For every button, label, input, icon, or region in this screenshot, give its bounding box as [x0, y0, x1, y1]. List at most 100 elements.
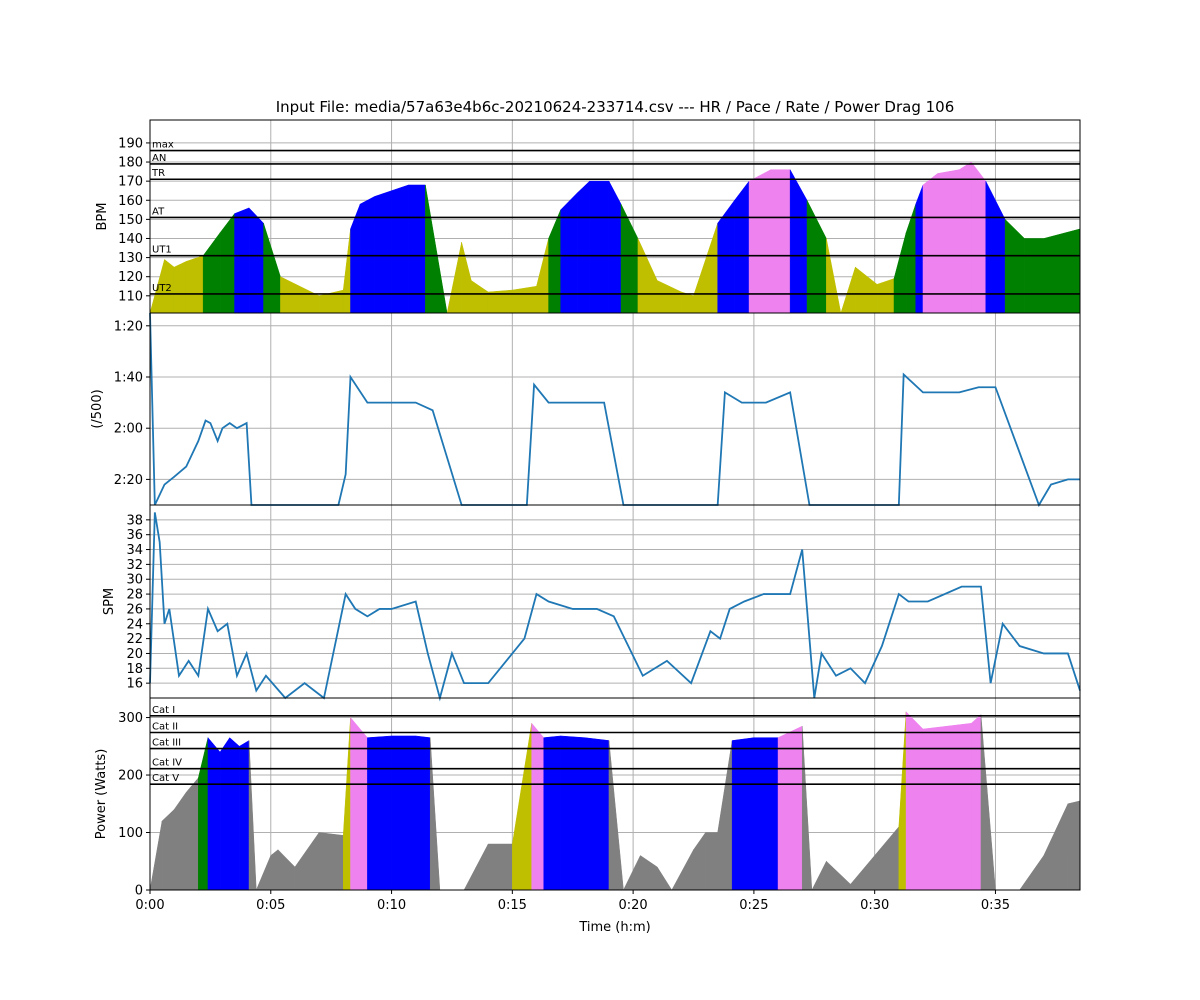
hr-segment — [937, 169, 960, 314]
power-segment — [161, 808, 175, 891]
hr-segment — [548, 209, 561, 314]
hr-tick-label: 160 — [118, 194, 143, 209]
power-segment — [731, 737, 755, 891]
hr-segment — [620, 203, 639, 314]
power-zone-label: Cat II — [152, 721, 178, 732]
hr-segment — [219, 212, 235, 314]
power-segment — [173, 791, 187, 891]
power-segment — [207, 736, 221, 891]
power-segment — [560, 735, 586, 891]
power-segment — [198, 737, 209, 891]
hr-segment — [971, 161, 987, 314]
power-segment — [229, 737, 240, 891]
hr-area — [149, 161, 1081, 314]
power-segment — [971, 714, 982, 891]
hr-segment — [905, 203, 916, 314]
power-segment — [294, 831, 320, 891]
power-segment — [350, 716, 368, 891]
hr-segment — [876, 278, 895, 314]
pace-tick-label: 2:20 — [114, 473, 143, 488]
spm-tick-label: 32 — [126, 558, 143, 573]
spm-tick-label: 38 — [126, 513, 143, 528]
spm-line — [149, 512, 1081, 702]
x-tick-label: 0:20 — [619, 898, 648, 913]
spm-tick-label: 16 — [126, 677, 143, 692]
hr-tick-label: 150 — [118, 213, 143, 228]
hr-segment — [693, 223, 718, 314]
power-segment — [463, 866, 477, 891]
power-tick-label: 0 — [135, 884, 143, 899]
pace-tick-label: 1:20 — [114, 319, 143, 334]
power-segment — [850, 854, 875, 891]
panel-frame — [149, 697, 1081, 891]
hr-segment — [461, 242, 472, 314]
power-tick-label: 200 — [118, 769, 143, 784]
power-segment — [640, 855, 658, 891]
x-tick-label: 0:05 — [256, 898, 285, 913]
hr-segment — [248, 207, 264, 314]
hr-segment — [657, 280, 682, 314]
x-tick-label: 0:35 — [981, 898, 1010, 913]
hr-segment — [185, 255, 204, 314]
hr-segment — [1024, 238, 1045, 314]
power-segment — [623, 855, 641, 891]
hr-tick-label: 190 — [118, 136, 143, 151]
power-segment — [487, 843, 513, 891]
x-tick-label: 0:25 — [739, 898, 768, 913]
spm-tick-label: 22 — [126, 632, 143, 647]
power-segment — [475, 843, 489, 891]
pace-line — [149, 312, 1080, 508]
hr-zone-label: UT2 — [152, 283, 172, 294]
hr-segment — [536, 238, 549, 314]
hr-segment — [1004, 218, 1025, 314]
hr-segment — [202, 231, 221, 314]
power-segment — [391, 735, 416, 891]
power-axis-label: Power (Watts) — [94, 749, 109, 840]
hr-segment — [173, 261, 187, 314]
x-tick-label: 0:30 — [860, 898, 889, 913]
hr-segment — [512, 285, 537, 314]
power-segment — [657, 866, 673, 891]
power-segment — [429, 737, 441, 891]
power-segment — [1043, 803, 1069, 891]
hr-segment — [234, 207, 250, 314]
power-segment — [717, 740, 733, 891]
hr-segment — [350, 203, 361, 314]
power-segment — [898, 711, 907, 891]
power-segment — [239, 740, 250, 891]
power-segment — [705, 832, 718, 891]
pace-tick-label: 1:40 — [114, 371, 143, 386]
x-tick-label: 0:00 — [135, 898, 164, 913]
hr-segment — [922, 172, 938, 314]
hr-tick-label: 110 — [118, 289, 143, 304]
power-segment — [367, 735, 392, 891]
hr-segment — [770, 169, 791, 314]
chart-title: Input File: media/57a63e4b6c-20210624-23… — [276, 98, 955, 116]
power-zone-label: Cat I — [152, 705, 175, 716]
spm-axis-label: SPM — [102, 588, 117, 615]
hr-segment — [359, 196, 375, 314]
hr-zone-label: max — [152, 140, 174, 151]
power-segment — [980, 714, 996, 891]
panel-frame — [149, 504, 1081, 699]
hr-zone-label: TR — [151, 168, 165, 179]
hr-tick-label: 140 — [118, 232, 143, 247]
hr-segment — [826, 238, 842, 314]
power-zone-label: Cat IV — [152, 758, 182, 769]
hr-zone-label: AT — [152, 206, 165, 217]
hr-segment — [446, 242, 462, 314]
power-segment — [905, 711, 924, 891]
hr-segment — [958, 161, 972, 314]
power-tick-label: 300 — [118, 711, 143, 726]
hr-segment — [342, 228, 351, 314]
spm-tick-label: 36 — [126, 528, 143, 543]
x-tick-label: 0:15 — [498, 898, 527, 913]
power-tick-label: 100 — [118, 826, 143, 841]
power-area — [149, 711, 1081, 891]
hr-segment — [637, 238, 658, 314]
hr-tick-label: 180 — [118, 156, 143, 171]
pace-tick-label: 2:00 — [114, 422, 143, 437]
spm-tick-label: 18 — [126, 662, 143, 677]
power-segment — [1067, 800, 1081, 891]
